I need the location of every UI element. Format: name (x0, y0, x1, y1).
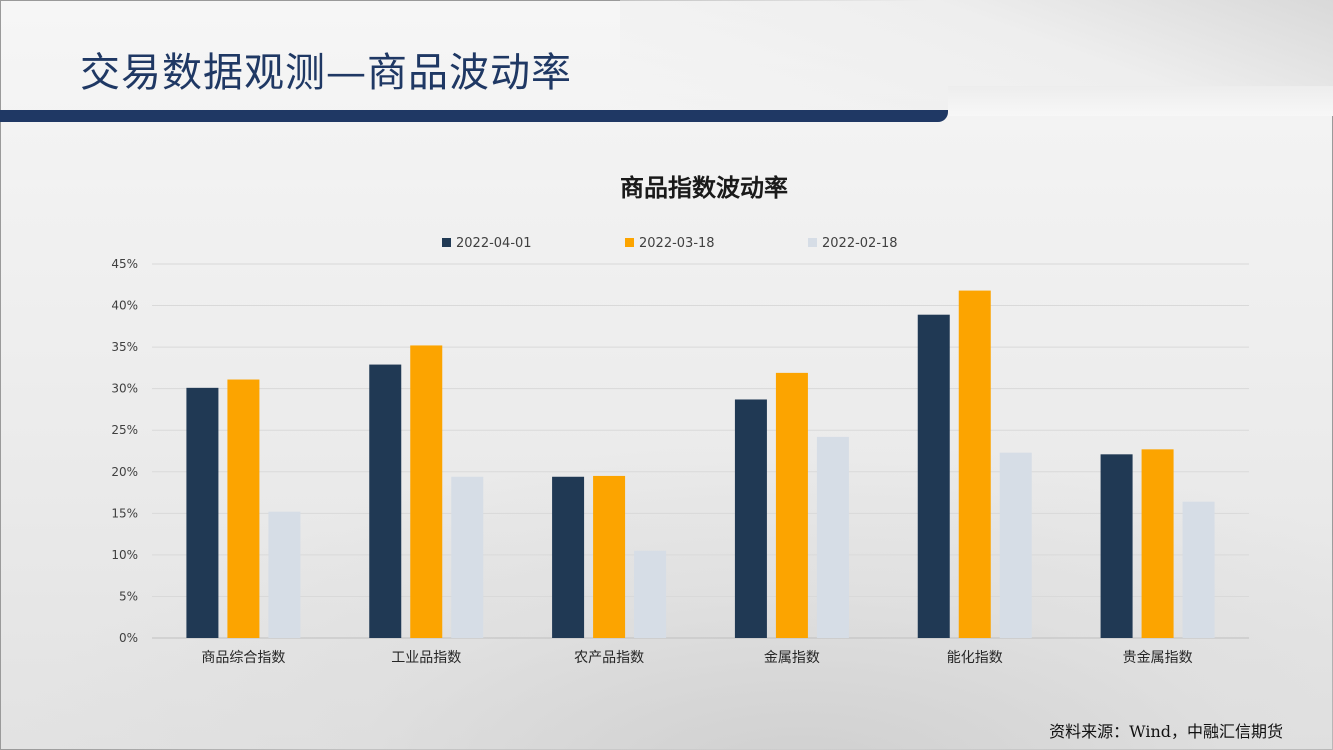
bar (1141, 449, 1174, 638)
legend-swatch (625, 238, 634, 247)
data-source-note: 资料来源：Wind，中融汇信期货 (1049, 722, 1283, 741)
bar (634, 550, 667, 638)
page-title: 交易数据观测—商品波动率 (80, 50, 572, 96)
bar (816, 436, 849, 638)
bar (917, 314, 950, 638)
y-tick-label: 35% (111, 340, 138, 354)
chart-gridlines (152, 263, 1249, 639)
bar (451, 476, 484, 638)
y-tick-label: 25% (111, 423, 138, 437)
bar (227, 379, 260, 638)
x-tick-label: 商品综合指数 (201, 650, 285, 666)
bar (734, 399, 767, 638)
bar (958, 290, 991, 638)
y-tick-label: 20% (111, 465, 138, 479)
bar (1182, 501, 1215, 638)
y-tick-label: 40% (111, 299, 138, 313)
x-tick-label: 金属指数 (764, 650, 820, 666)
chart-title: 商品指数波动率 (620, 174, 788, 202)
bar (369, 364, 402, 638)
x-tick-label: 能化指数 (947, 650, 1003, 666)
chart-bars (186, 290, 1215, 638)
legend-label: 2022-02-18 (822, 236, 898, 251)
y-tick-label: 15% (111, 506, 138, 520)
bar (268, 511, 301, 638)
bar (1100, 454, 1133, 638)
bar (593, 475, 626, 638)
chart-legend: 2022-04-01 2022-03-18 2022-02-18 (442, 236, 898, 251)
bar (552, 476, 585, 638)
y-tick-label: 0% (119, 631, 138, 645)
bar (775, 372, 808, 638)
legend-label: 2022-04-01 (456, 236, 532, 251)
x-tick-label: 农产品指数 (574, 650, 644, 666)
legend-label: 2022-03-18 (639, 236, 715, 251)
y-axis: 0% 5% 10% 15% 20% 25% 30% 35% 40% 45% (111, 257, 138, 645)
y-tick-label: 30% (111, 382, 138, 396)
legend-swatch (442, 238, 451, 247)
x-axis: 商品综合指数 工业品指数 农产品指数 金属指数 能化指数 贵金属指数 (201, 650, 1192, 666)
header-bar-light (948, 86, 1333, 116)
bar (186, 387, 219, 638)
y-tick-label: 5% (119, 589, 138, 603)
x-tick-label: 工业品指数 (391, 650, 461, 666)
bar (410, 345, 443, 638)
y-tick-label: 45% (111, 257, 138, 271)
legend-swatch (808, 238, 817, 247)
bar (999, 452, 1032, 638)
x-tick-label: 贵金属指数 (1123, 650, 1193, 666)
y-tick-label: 10% (111, 548, 138, 562)
header-bar (0, 110, 948, 122)
